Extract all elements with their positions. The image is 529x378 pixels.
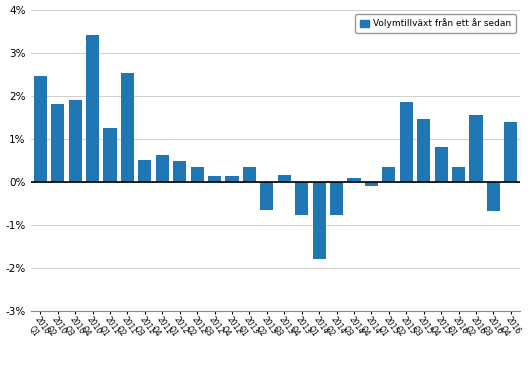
- Bar: [34, 76, 47, 182]
- Bar: [435, 147, 448, 182]
- Bar: [382, 167, 395, 182]
- Bar: [452, 167, 465, 182]
- Bar: [504, 122, 517, 182]
- Bar: [487, 182, 500, 211]
- Bar: [469, 115, 482, 182]
- Bar: [208, 176, 221, 182]
- Bar: [243, 167, 256, 182]
- Bar: [348, 178, 361, 182]
- Bar: [365, 182, 378, 186]
- Bar: [190, 167, 204, 182]
- Bar: [313, 182, 326, 259]
- Legend: Volymtillväxt från ett år sedan: Volymtillväxt från ett år sedan: [355, 14, 516, 33]
- Bar: [400, 102, 413, 182]
- Bar: [138, 160, 151, 182]
- Bar: [278, 175, 291, 182]
- Bar: [69, 100, 81, 182]
- Bar: [86, 36, 99, 182]
- Bar: [173, 161, 186, 182]
- Bar: [260, 182, 273, 210]
- Bar: [295, 182, 308, 215]
- Bar: [51, 104, 64, 182]
- Bar: [104, 128, 116, 182]
- Bar: [330, 182, 343, 215]
- Bar: [417, 119, 430, 182]
- Bar: [121, 73, 134, 182]
- Bar: [225, 176, 239, 182]
- Bar: [156, 155, 169, 182]
